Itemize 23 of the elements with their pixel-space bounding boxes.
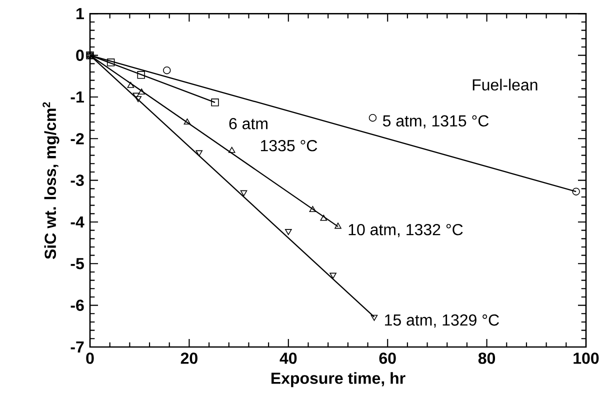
x-tick-label: 40 [280,352,297,364]
y-tick-label: -3 [70,174,84,186]
y-tick-label: -6 [70,300,84,311]
x-tick-label: 60 [379,352,396,364]
y-axis-title: SiC wt. loss, mg/cm$^{2}$ [42,102,60,260]
x-axis-title: Exposure time, hr [271,372,406,388]
y-tick-label: -7 [70,341,84,352]
x-tick-label: 80 [478,352,496,364]
annotation: 5 atm, 1315 °C [382,115,489,128]
annotation: 6 atm [229,118,268,130]
x-tick-label: 20 [180,352,198,364]
y-tick-label: -1 [70,91,84,102]
annotation: Fuel-lean [472,78,538,91]
annotation: 15 atm, 1329 °C [385,314,499,328]
y-tick-label: -5 [70,258,84,270]
annotation: 1335 °C [260,140,318,152]
y-tick-label: 1 [76,8,84,20]
x-tick-label: 100 [574,352,599,364]
annotation: 10 atm, 1332 °C [348,224,463,238]
x-tick-label: 0 [86,352,94,364]
y-tick-label: 0 [76,50,84,61]
y-tick-label: -4 [70,216,84,228]
y-tick-label: -2 [70,133,84,144]
